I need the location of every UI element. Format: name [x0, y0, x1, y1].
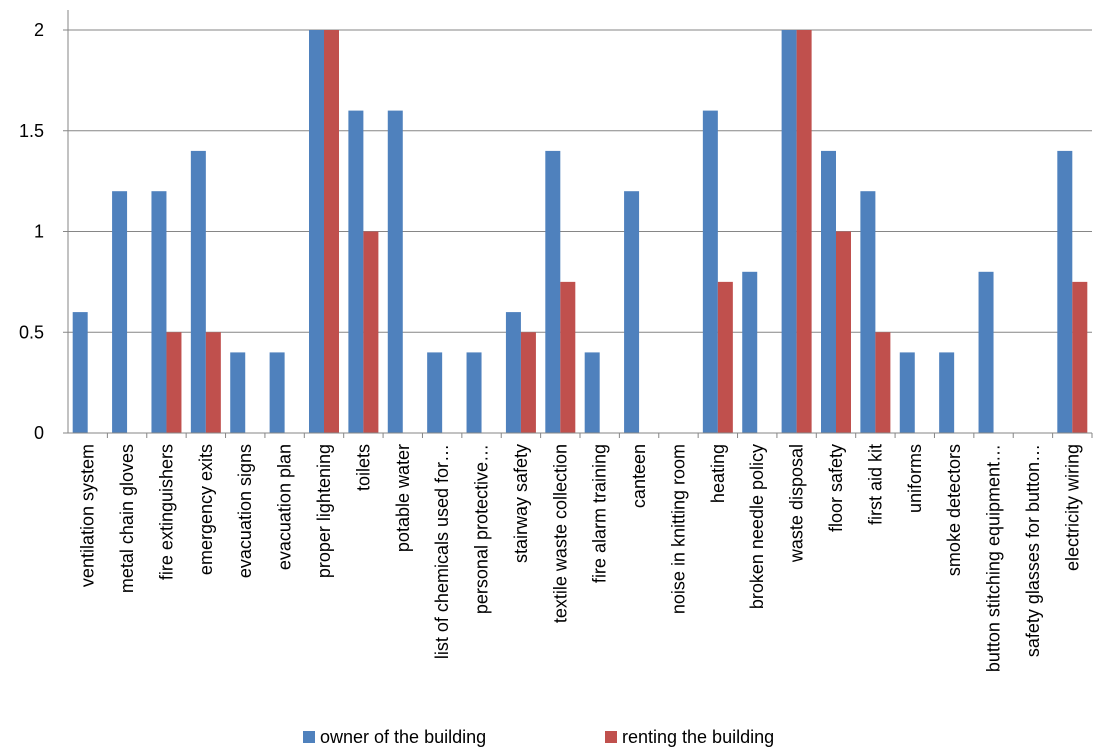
- y-tick-label: 0.5: [19, 322, 44, 342]
- bar-owner: [781, 30, 797, 433]
- x-category-label: potable water: [393, 444, 413, 552]
- bar-owner: [899, 352, 915, 433]
- bar-renting: [363, 231, 379, 433]
- bar-renting: [166, 332, 182, 433]
- legend: owner of the building renting the buildin…: [303, 727, 774, 747]
- legend-swatch: [303, 731, 315, 743]
- bar-owner: [387, 110, 403, 433]
- bar-owner: [190, 150, 206, 433]
- x-category-label: heating: [708, 444, 728, 503]
- x-category-label: proper lightening: [314, 444, 334, 578]
- y-tick-label: 0: [34, 423, 44, 443]
- bar-renting: [205, 332, 221, 433]
- x-category-label: canteen: [629, 444, 649, 508]
- bar-owner: [505, 312, 521, 433]
- bar-renting: [560, 281, 576, 433]
- gridlines: [68, 29, 1092, 333]
- x-category-label: first aid kit: [865, 444, 885, 525]
- bar-renting: [717, 281, 733, 433]
- x-category-label: fire alarm training: [590, 444, 610, 583]
- bar-renting: [324, 30, 339, 433]
- x-category-label: smoke detectors: [944, 444, 964, 576]
- bar-owner: [230, 352, 246, 433]
- bar-owner: [1057, 150, 1073, 433]
- bar-renting: [796, 30, 812, 433]
- x-category-label: noise in knitting room: [668, 444, 688, 614]
- x-category-label: waste disposal: [787, 444, 807, 563]
- x-category-label: evacuation signs: [235, 444, 255, 578]
- bars: [72, 30, 1088, 433]
- bar-owner: [309, 30, 324, 433]
- bar-renting: [1072, 281, 1088, 433]
- bar-owner: [545, 150, 561, 433]
- x-category-label: ventilation system: [78, 444, 98, 587]
- x-category-label: floor safety: [826, 444, 846, 532]
- bar-owner: [584, 352, 600, 433]
- x-category-label: uniforms: [905, 444, 925, 513]
- x-category-label: button stitching equipment…: [984, 444, 1004, 672]
- y-tick-label: 1.5: [19, 121, 44, 141]
- bar-owner: [978, 271, 994, 433]
- x-category-label: emergency exits: [196, 444, 216, 575]
- bar-owner: [269, 352, 285, 433]
- x-category-label: evacuation plan: [275, 444, 295, 570]
- legend-swatch: [605, 731, 617, 743]
- x-category-label: personal protective…: [472, 444, 492, 614]
- legend-label: renting the building: [622, 727, 774, 747]
- y-tick-labels: 0 0.5 1 1.5 2: [19, 20, 44, 443]
- bar-owner: [112, 191, 128, 433]
- bar-owner: [151, 191, 167, 433]
- x-category-label: fire extinguishers: [156, 444, 176, 580]
- x-category-label: list of chemicals used for…: [432, 444, 452, 659]
- x-category-label: electricity wiring: [1062, 444, 1082, 571]
- x-category-label: broken needle policy: [747, 444, 767, 609]
- x-category-labels: ventilation system metal chain gloves fire…: [78, 444, 1083, 672]
- x-category-label: safety glasses for button…: [1023, 444, 1043, 657]
- x-category-label: metal chain gloves: [117, 444, 137, 593]
- bar-owner: [348, 110, 364, 433]
- x-category-label: stairway safety: [511, 444, 531, 563]
- bar-renting: [875, 332, 891, 433]
- legend-label: owner of the building: [320, 727, 486, 747]
- bar-owner: [702, 110, 718, 433]
- bar-owner: [624, 191, 640, 433]
- bar-owner: [821, 150, 836, 433]
- bar-owner: [860, 191, 876, 433]
- bar-owner: [742, 271, 758, 433]
- x-category-label: textile waste collection: [550, 444, 570, 623]
- bar-renting: [520, 332, 536, 433]
- bar-owner: [466, 352, 482, 433]
- bar-owner: [939, 352, 955, 433]
- x-category-label: toilets: [353, 444, 373, 491]
- bar-renting: [836, 231, 851, 433]
- y-tick-label: 2: [34, 20, 44, 40]
- axes: [63, 10, 1093, 438]
- bar-owner: [427, 352, 443, 433]
- y-tick-label: 1: [34, 222, 44, 242]
- bar-owner: [72, 312, 88, 433]
